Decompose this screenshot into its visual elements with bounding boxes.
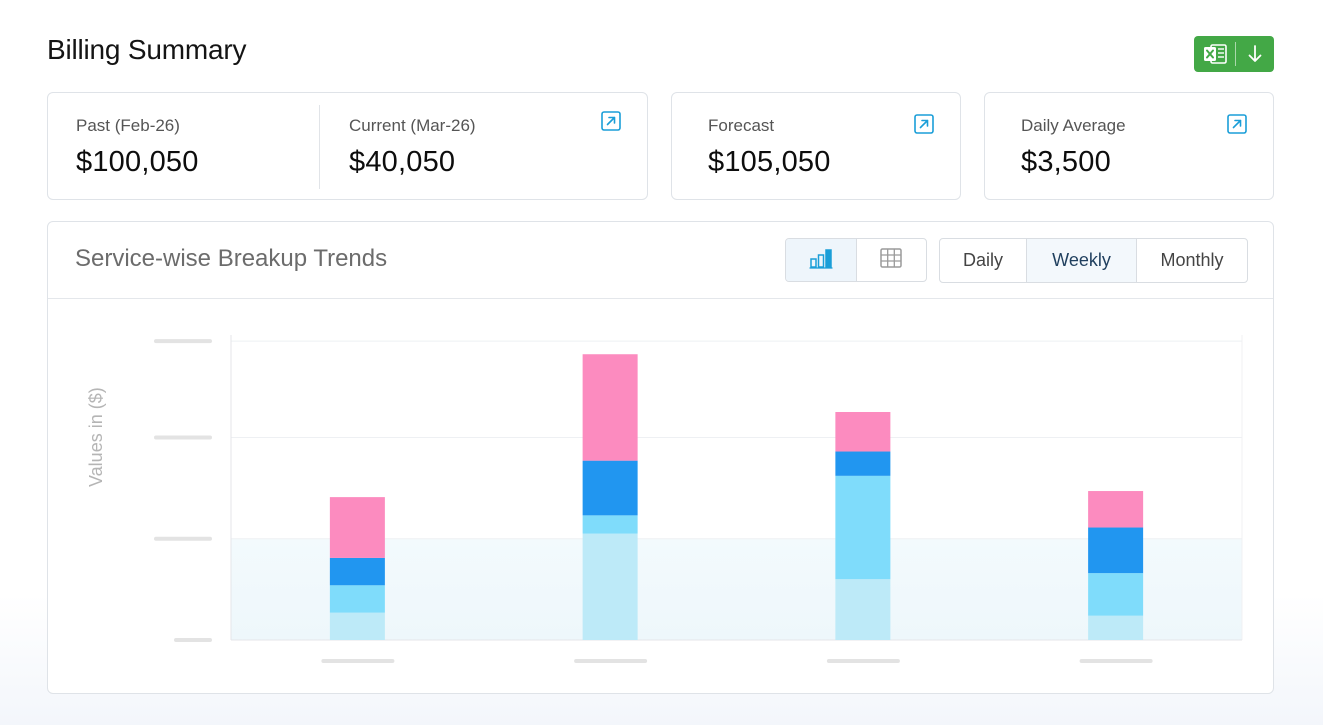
plot-background-band [231,538,1242,640]
past-value: $100,050 [76,146,199,178]
x-tick-label-placeholder [826,659,900,663]
daily-average-value: $3,500 [1021,146,1111,178]
bar-segment [835,579,891,640]
panel-header: Service-wise Breakup Trends [48,222,1273,299]
past-label: Past (Feb-26) [76,116,180,135]
open-external-icon[interactable] [601,111,621,131]
open-external-icon[interactable] [914,114,934,134]
panel-title: Service-wise Breakup Trends [75,245,388,272]
x-tick-label-placeholder [574,659,648,663]
service-breakup-panel: Service-wise Breakup Trends [47,221,1274,694]
y-tick-label-placeholder [154,536,212,541]
bar-segment [1088,615,1144,640]
forecast-value: $105,050 [708,146,831,178]
bar-segment [329,557,385,586]
export-excel-button[interactable] [1194,36,1274,72]
bar-segment [329,612,385,640]
period-toggle: Daily Weekly Monthly [939,238,1248,283]
bar-segment [329,497,385,558]
bar-chart-icon [809,247,833,274]
chart-view-button[interactable] [786,239,856,281]
y-tick-label-placeholder [154,435,212,440]
current-label: Current (Mar-26) [349,116,476,135]
bar-segment [1088,491,1144,528]
past-current-card: Past (Feb-26) $100,050 Current (Mar-26) … [47,92,648,200]
y-tick-label-placeholder [154,339,212,344]
bar-segment [835,412,891,452]
daily-average-card: Daily Average $3,500 [984,92,1274,200]
period-weekly-button[interactable]: Weekly [1026,239,1136,282]
period-daily-button[interactable]: Daily [962,250,1003,270]
bar-segment [329,585,385,613]
stacked-bar-chart [154,335,1243,663]
page-title: Billing Summary [47,34,247,65]
excel-icon [1194,36,1235,72]
bar-segment [582,460,638,516]
table-grid-icon [880,247,902,273]
current-value: $40,050 [349,146,456,178]
bar-segment [1088,573,1144,616]
daily-average-label: Daily Average [1021,116,1126,135]
x-tick-label-placeholder [1079,659,1153,663]
table-view-button[interactable] [855,239,927,281]
button-divider [1235,42,1236,66]
forecast-card: Forecast $105,050 [671,92,961,200]
bar-segment [582,354,638,461]
bar-segment [835,451,891,476]
bar-segment [582,533,638,640]
download-arrow-icon [1236,36,1274,72]
card-divider [319,105,320,189]
bar-segment [582,515,638,534]
period-monthly-button[interactable]: Monthly [1136,239,1247,282]
x-tick-label-placeholder [321,659,395,663]
view-toggle [785,238,927,282]
bar-segment [835,475,891,580]
y-tick-label-placeholder [174,638,212,642]
bar-segment [1088,527,1144,574]
open-external-icon[interactable] [1227,114,1247,134]
forecast-label: Forecast [708,116,775,135]
